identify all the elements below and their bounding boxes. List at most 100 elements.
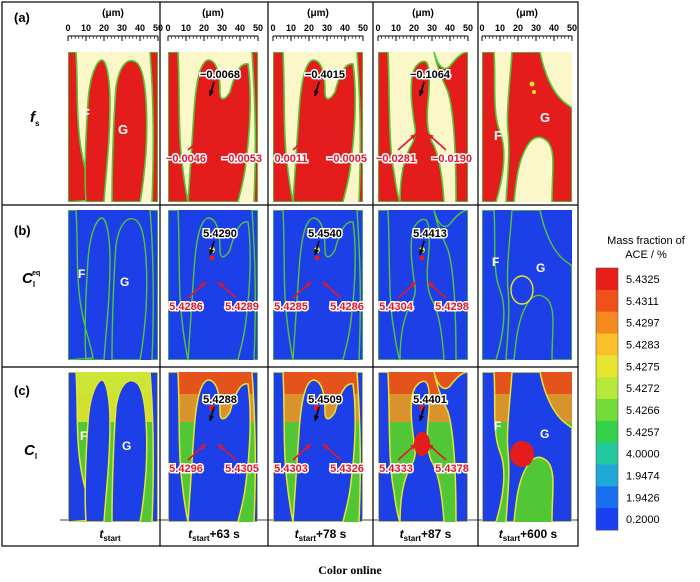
phase-label-g: G: [118, 122, 128, 137]
annotation-label: 5.4305: [225, 463, 259, 475]
solid-region: [378, 52, 401, 202]
annotation-label-halo: −0.0053: [222, 153, 262, 165]
annotation-label: 5.4509: [308, 394, 342, 406]
map-r0-c2: [273, 52, 363, 202]
annotation-label-halo: −0.0005: [327, 153, 367, 165]
axis-tick-label: 20: [199, 23, 209, 33]
axis-tick-label: 30: [322, 23, 332, 33]
colorbar-value: 5.4257: [626, 427, 660, 439]
phase-label-f: F: [80, 429, 87, 443]
axis-tick-label: 10: [286, 23, 296, 33]
annotation-label-halo: 5.4304: [379, 301, 414, 313]
row-variable-label: Cl: [24, 442, 37, 461]
top-gradient-band: [68, 372, 158, 394]
annotation-label: −0.1064: [410, 69, 451, 81]
phase-label-f: F: [492, 255, 499, 269]
colorbar-value: 5.4275: [626, 361, 660, 373]
annotation-label-halo: 5.4333: [379, 463, 413, 475]
time-label-subscript: start: [299, 534, 317, 543]
axis-tick-label: 20: [409, 23, 419, 33]
liquid-region: [292, 379, 356, 522]
axis-unit-label: (μm): [516, 8, 538, 19]
solid-region: [84, 59, 111, 202]
interface-outline: [356, 210, 363, 360]
figure: (μm) 0 10 20 30 40 50 (μm) 0 10 20 30 40 50 (μm) 0 10 20 3…: [1, 1, 686, 547]
annotation-label: 5.4288: [203, 394, 237, 406]
annotation-label: 5.4401: [413, 394, 447, 406]
time-label: tstart: [99, 527, 121, 543]
annotation-label: 5.4290: [203, 228, 237, 240]
liquid-region: [378, 372, 401, 522]
axis-tick-label: 40: [235, 23, 245, 33]
colorbar-swatch: [596, 442, 618, 465]
solid-region: [187, 59, 251, 202]
annotation-arrowhead: [208, 90, 214, 96]
annotation-label: −0.4015: [305, 69, 345, 81]
row-variable-label: fs: [30, 109, 40, 128]
annotation-arrowhead: [208, 415, 214, 421]
liquid-region: [84, 379, 111, 522]
annotation-label-halo: 5.4401: [413, 394, 447, 406]
phase-label-g: G: [120, 275, 129, 289]
axis-tick-label: 0: [165, 23, 170, 33]
map-r0-c1: [168, 52, 258, 202]
colorbar-swatch: [596, 399, 618, 422]
axis-tick-label: 20: [99, 23, 109, 33]
x-axis: (μm) 0 10 20 30 40 50: [375, 8, 473, 41]
time-label: tstart+78 s: [295, 527, 347, 543]
droplet: [532, 90, 536, 94]
annotation-label-halo: 5.4305: [225, 463, 259, 475]
annotation-group-0-1: −0.0068−0.0068−0.0046−0.0046 −0.0053−0.00…: [164, 68, 263, 167]
time-label: tstart+600 s: [499, 527, 558, 543]
axis-tick-label: 10: [391, 23, 401, 33]
axis-tick-label: 40: [135, 23, 145, 33]
solid-region: [399, 60, 445, 202]
annotation-label-halo: 5.4303: [274, 463, 308, 475]
annotation-label: 5.4378: [435, 463, 469, 475]
enriched-neck: [414, 432, 430, 456]
interface-outline: [149, 210, 158, 360]
annotation-label: −0.0053: [222, 153, 262, 165]
annotation-arrowhead: [218, 282, 224, 288]
row-variable-superscript: eq: [32, 270, 40, 277]
axis-tick-label: 10: [81, 23, 91, 33]
map-r2-c2: [273, 372, 363, 522]
colorbar-value: 1.9426: [626, 492, 660, 504]
map-r2-c4: FG: [482, 372, 572, 522]
row-variable-main: f: [30, 109, 37, 126]
annotation-label-halo: 5.4378: [435, 463, 469, 475]
interface-outline: [84, 217, 111, 360]
interface-outline: [292, 217, 356, 360]
annotation-arrowhead: [410, 282, 416, 288]
annotation-arrowhead: [418, 415, 424, 421]
row-variable-subscript: l: [35, 452, 37, 461]
annotation-label-halo: 5.4289: [225, 301, 259, 313]
axis-tick-label: 50: [463, 23, 473, 33]
x-axes: (μm) 0 10 20 30 40 50 (μm) 0 10 20 30 40 50 (μm) 0 10 20 3…: [65, 8, 577, 41]
annotation-arrowhead: [218, 444, 224, 450]
axis-tick-label: 50: [253, 23, 263, 33]
time-label-subscript: start: [103, 534, 121, 543]
axis-tick-label: 30: [217, 23, 227, 33]
axis-unit-label: (μm): [202, 8, 224, 19]
annotation-label-halo: 5.4286: [169, 301, 203, 313]
annotation-label: 5.4289: [225, 301, 259, 313]
row-variable-main: C: [24, 442, 36, 459]
time-label-subscript: start: [404, 534, 422, 543]
liquid-region: [111, 379, 148, 522]
annotation-label: 5.4540: [308, 228, 342, 240]
phase-label-g: G: [122, 439, 131, 453]
solid-region: [482, 52, 505, 202]
axis-tick-label: 0: [65, 23, 70, 33]
interface-outline: [68, 210, 94, 360]
annotation-arrowhead: [218, 134, 224, 140]
time-label-t: t: [99, 527, 104, 541]
axis-tick-label: 10: [495, 23, 505, 33]
time-label: tstart+63 s: [188, 527, 240, 543]
phase-label-f: F: [78, 267, 85, 281]
annotation-label: 5.4413: [413, 228, 447, 240]
